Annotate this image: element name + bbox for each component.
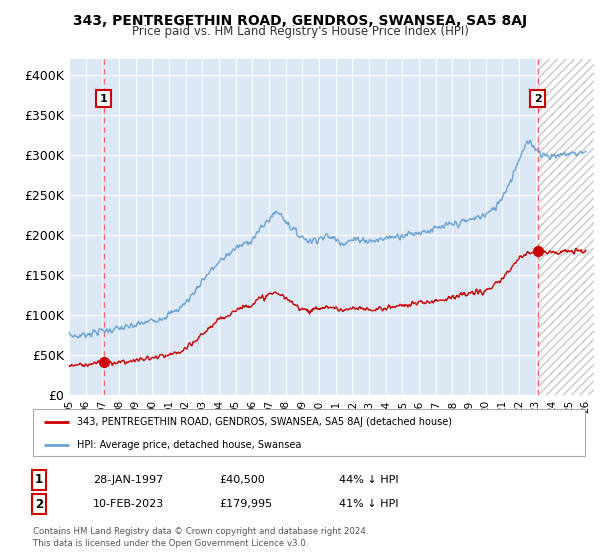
Text: 1: 1 (100, 94, 107, 104)
Text: HPI: Average price, detached house, Swansea: HPI: Average price, detached house, Swan… (77, 440, 302, 450)
Text: 44% ↓ HPI: 44% ↓ HPI (339, 475, 398, 485)
Bar (538, 59, 594, 395)
Text: 343, PENTREGETHIN ROAD, GENDROS, SWANSEA, SA5 8AJ (detached house): 343, PENTREGETHIN ROAD, GENDROS, SWANSEA… (77, 417, 452, 427)
Bar (538, 59, 594, 395)
Text: 28-JAN-1997: 28-JAN-1997 (93, 475, 163, 485)
Text: 2: 2 (534, 94, 542, 104)
Bar (538, 59, 594, 395)
Text: This data is licensed under the Open Government Licence v3.0.: This data is licensed under the Open Gov… (33, 539, 308, 548)
Text: 343, PENTREGETHIN ROAD, GENDROS, SWANSEA, SA5 8AJ: 343, PENTREGETHIN ROAD, GENDROS, SWANSEA… (73, 14, 527, 28)
Text: Contains HM Land Registry data © Crown copyright and database right 2024.: Contains HM Land Registry data © Crown c… (33, 528, 368, 536)
Text: 10-FEB-2023: 10-FEB-2023 (93, 499, 164, 509)
Text: 2: 2 (35, 497, 43, 511)
Text: £40,500: £40,500 (219, 475, 265, 485)
Text: Price paid vs. HM Land Registry's House Price Index (HPI): Price paid vs. HM Land Registry's House … (131, 25, 469, 38)
Text: 1: 1 (35, 473, 43, 487)
Text: £179,995: £179,995 (219, 499, 272, 509)
Text: 41% ↓ HPI: 41% ↓ HPI (339, 499, 398, 509)
